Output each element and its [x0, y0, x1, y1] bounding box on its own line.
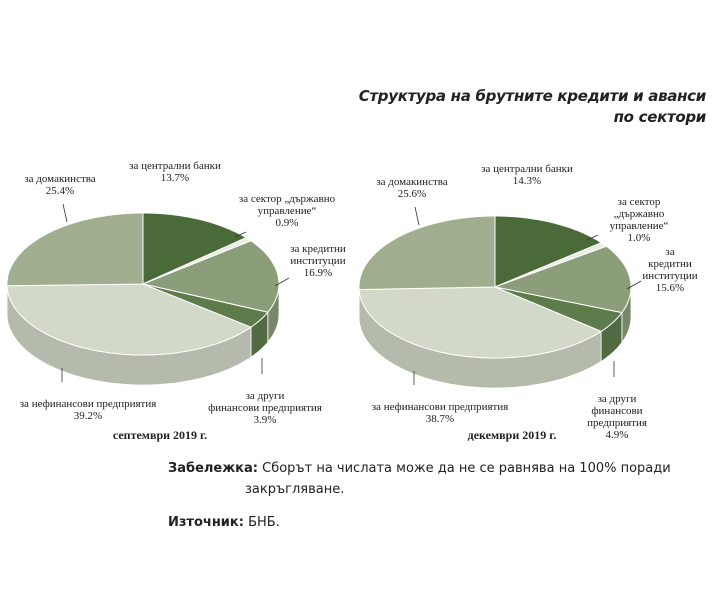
category-label: за сектор „държавно управление“: [238, 193, 336, 217]
slice: [358, 286, 603, 359]
slice: [6, 212, 144, 287]
source-label: Източник:: [168, 515, 244, 530]
value-label: 14.3%: [512, 175, 542, 187]
slice-label: за кредитни институции 16.9%: [290, 243, 346, 279]
slice: [493, 245, 632, 314]
slice-label: за централни банки 13.7%: [129, 160, 221, 184]
slice: [494, 286, 623, 332]
slice-label: за домакинства 25.4%: [24, 173, 95, 197]
slice-label: за нефинансови предприятия 38.7%: [372, 401, 509, 425]
slice: [141, 240, 280, 313]
slice-label: за нефинансови предприятия 39.2%: [20, 398, 157, 422]
slice-label: за други финансови предприятия 4.9%: [568, 393, 667, 441]
category-label: за домакинства: [376, 176, 448, 188]
note-label: Забележка:: [168, 461, 258, 476]
slice: [142, 212, 248, 285]
pie-caption: декември 2019 г.: [467, 428, 557, 442]
slice-label: за сектор „държавно управление“ 1.0%: [601, 196, 678, 244]
source: Източник: БНБ.: [168, 512, 708, 533]
category-label: за други финансови предприятия: [587, 393, 647, 429]
category-label: за кредитни институции: [642, 246, 698, 282]
slice: [494, 215, 603, 288]
leader-line: [586, 234, 599, 241]
category-label: за централни банки: [481, 163, 573, 175]
note-text: Сборът на числата може да не се равнява …: [245, 461, 671, 497]
leader-line: [62, 203, 68, 223]
source-text: БНБ.: [248, 515, 280, 530]
leader-line: [274, 277, 290, 287]
value-label: 15.6%: [655, 282, 685, 294]
value-label: 38.7%: [425, 413, 455, 425]
slice-label: за сектор „държавно управление“ 0.9%: [239, 193, 335, 229]
slice-label: за други финансови предприятия 3.9%: [208, 390, 322, 426]
slice-label: за домакинства 25.6%: [376, 176, 447, 200]
leader-line: [626, 280, 642, 290]
leader-line: [234, 231, 247, 238]
pie-caption: септември 2019 г.: [112, 428, 208, 442]
chart-title: Структура на брутните кредити и аванси п…: [358, 87, 707, 126]
category-label: за домакинства: [24, 173, 96, 185]
value-label: 0.9%: [275, 217, 299, 229]
category-label: за нефинансови предприятия: [19, 398, 157, 410]
category-label: за сектор „държавно управление“: [609, 196, 669, 232]
slice: [6, 283, 253, 356]
value-label: 39.2%: [73, 410, 103, 422]
value-label: 13.7%: [160, 172, 190, 184]
note: Забележка: Сборът на числата може да не …: [168, 458, 708, 500]
value-label: 25.4%: [45, 185, 75, 197]
leader-line: [414, 206, 420, 226]
value-label: 25.6%: [397, 188, 427, 200]
category-label: за кредитни институции: [290, 243, 346, 267]
value-label: 16.9%: [303, 267, 333, 279]
slice: [358, 215, 496, 291]
slice: [142, 283, 269, 328]
value-label: 4.9%: [605, 429, 629, 441]
slice-label: за кредитни институции 15.6%: [642, 246, 697, 294]
notes: Забележка: Сборът на числата може да не …: [168, 458, 708, 533]
value-label: 3.9%: [253, 414, 277, 426]
category-label: за централни банки: [129, 160, 221, 172]
category-label: за нефинансови предприятия: [371, 401, 509, 413]
slice-label: за централни банки 14.3%: [481, 163, 573, 187]
value-label: 1.0%: [627, 232, 651, 244]
category-label: за други финансови предприятия: [208, 390, 322, 414]
